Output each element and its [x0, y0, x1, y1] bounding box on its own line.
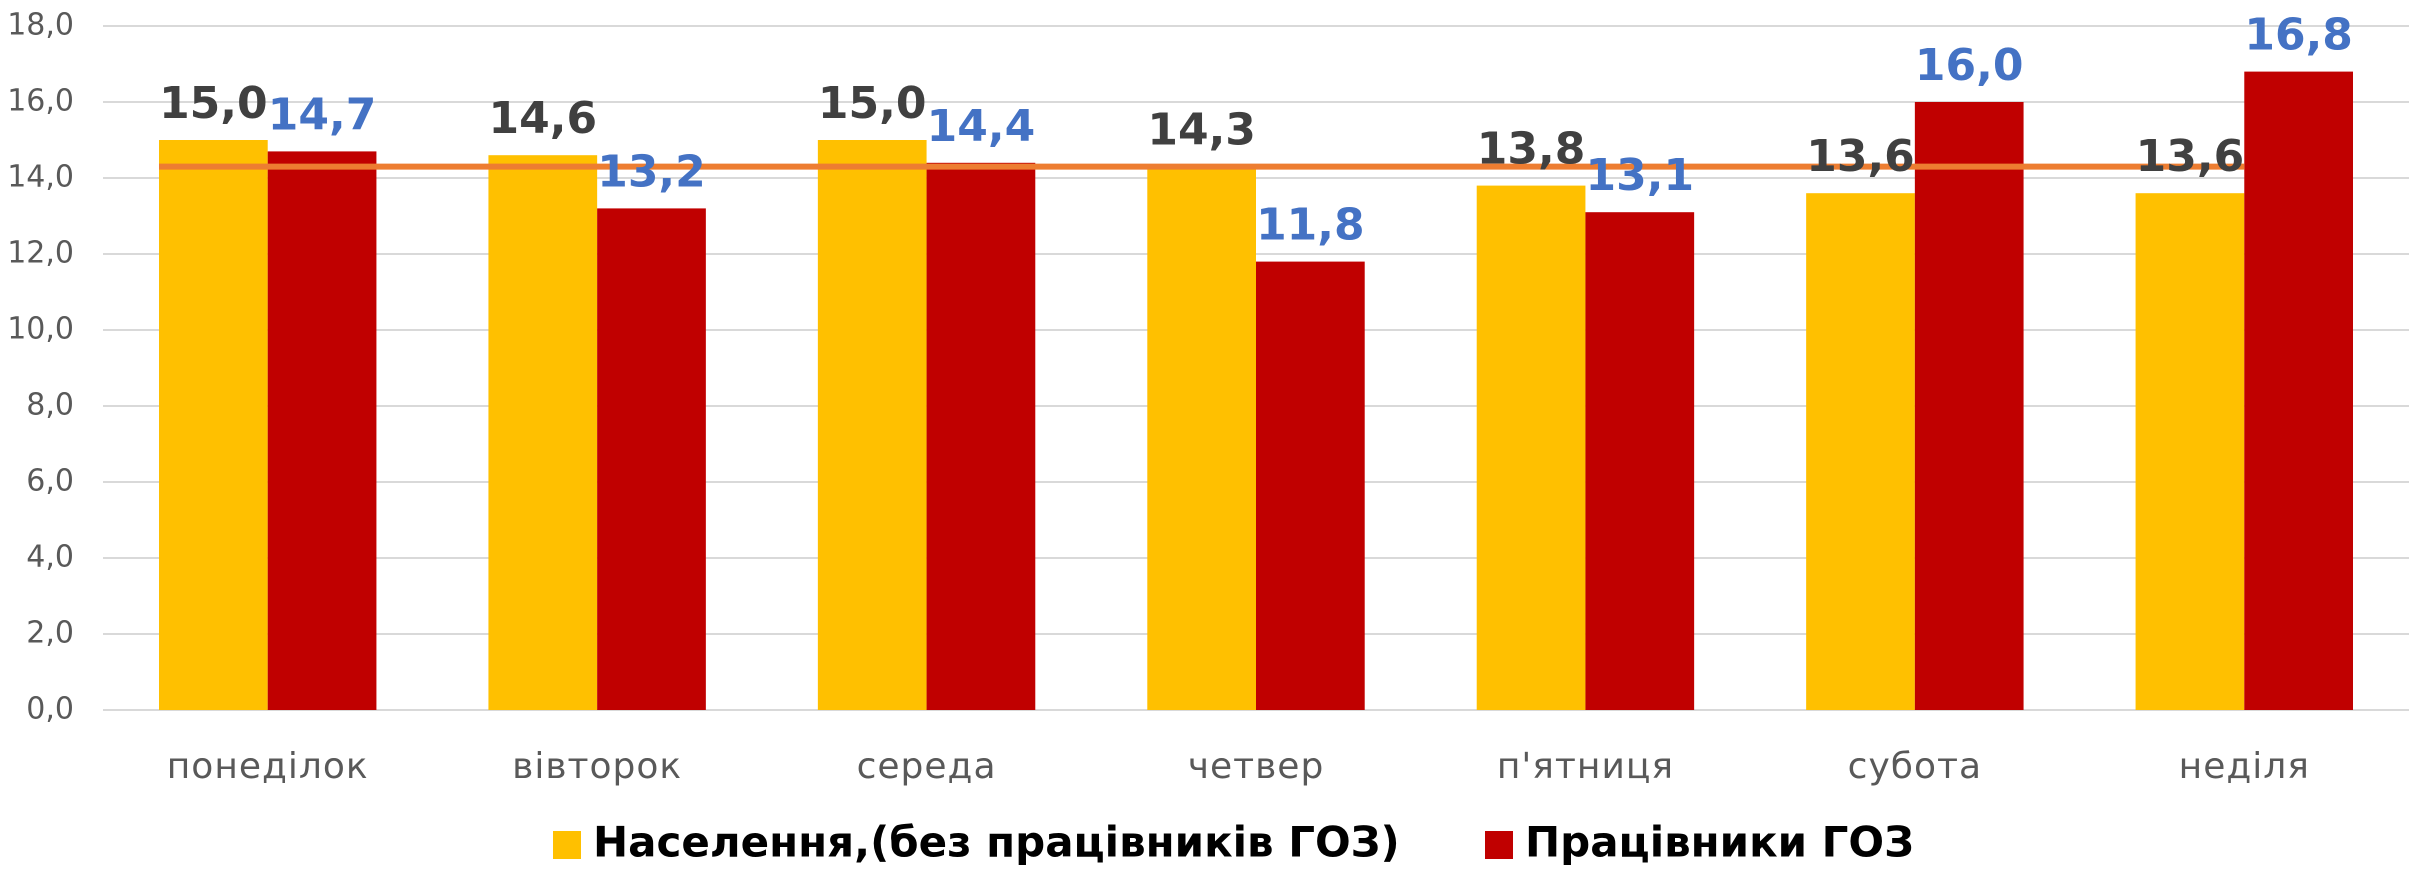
x-tick-label: середа — [857, 746, 997, 787]
bar — [926, 162, 1036, 711]
data-label: 13,6 — [2136, 131, 2245, 182]
legend-swatch — [1485, 831, 1513, 859]
data-label: 16,8 — [2244, 10, 2353, 61]
x-tick-label: понеділок — [167, 746, 369, 787]
y-tick-label: 16,0 — [7, 84, 74, 119]
y-tick-label: 0,0 — [26, 692, 74, 727]
bar — [267, 151, 377, 710]
y-tick-label: 6,0 — [26, 464, 74, 499]
y-tick-label: 18,0 — [7, 8, 74, 43]
bar — [1806, 193, 1915, 710]
data-label: 14,4 — [927, 101, 1036, 152]
y-tick-label: 4,0 — [26, 540, 74, 575]
bar — [597, 208, 706, 710]
data-label: 15,0 — [159, 78, 268, 129]
data-label: 11,8 — [1256, 200, 1365, 251]
bar — [1476, 185, 1586, 711]
bar — [2135, 193, 2245, 710]
data-label: 15,0 — [818, 78, 927, 129]
legend-label: Працівники ГОЗ — [1525, 818, 1914, 867]
bar — [817, 140, 927, 710]
bar — [1585, 212, 1695, 710]
bar — [1256, 261, 1365, 710]
data-label: 14,6 — [489, 93, 598, 144]
x-tick-label: п'ятниця — [1497, 746, 1674, 787]
y-tick-label: 14,0 — [7, 160, 74, 195]
y-tick-label: 8,0 — [26, 388, 74, 423]
data-label: 13,8 — [1477, 124, 1586, 175]
data-label: 13,2 — [597, 146, 706, 197]
data-label: 16,0 — [1915, 40, 2024, 91]
data-label: 13,1 — [1586, 150, 1695, 201]
bar — [488, 155, 598, 710]
x-tick-label: неділя — [2179, 746, 2310, 787]
x-tick-label: субота — [1848, 746, 1982, 787]
data-label: 14,7 — [268, 89, 377, 140]
y-tick-label: 2,0 — [26, 616, 74, 651]
bar — [1147, 166, 1256, 711]
legend-swatch — [553, 831, 581, 859]
x-tick-label: вівторок — [512, 746, 682, 787]
y-tick-label: 12,0 — [7, 236, 74, 271]
y-tick-label: 10,0 — [7, 312, 74, 347]
data-label: 14,3 — [1147, 105, 1256, 156]
bar — [1914, 102, 2024, 710]
bar — [159, 140, 268, 710]
x-tick-label: четвер — [1188, 746, 1325, 787]
bar — [2244, 71, 2353, 711]
legend-label: Населення,(без працівників ГОЗ) — [593, 818, 1400, 867]
data-label: 13,6 — [1806, 131, 1915, 182]
